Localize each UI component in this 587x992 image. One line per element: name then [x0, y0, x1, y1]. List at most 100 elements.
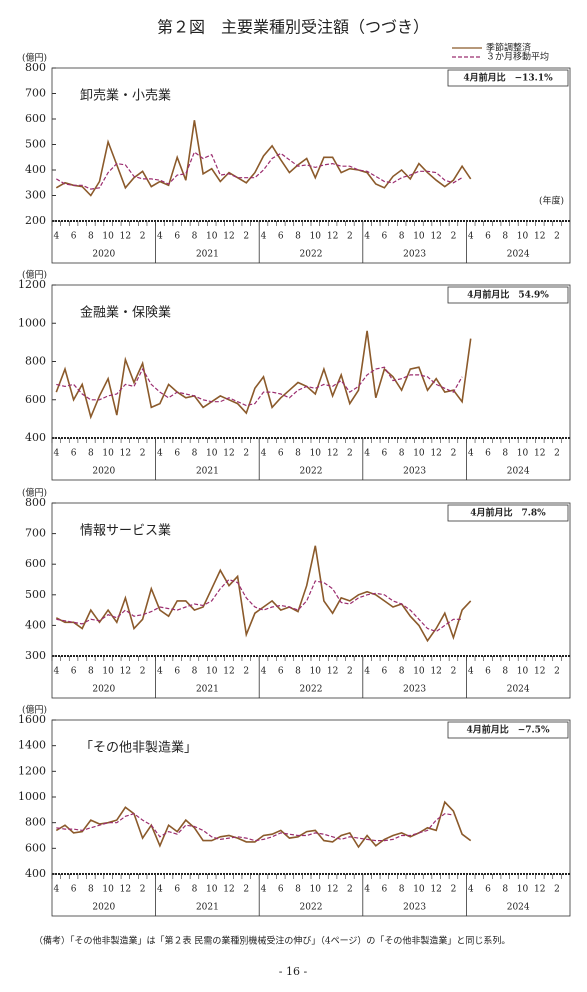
x-tick-label: 12	[223, 667, 234, 677]
x-tick-label: 8	[295, 449, 301, 459]
x-tick-label: 6	[382, 667, 388, 677]
x-tick-label: 2	[347, 885, 353, 895]
y-tick-label: 400	[25, 867, 46, 880]
series-line	[56, 366, 463, 407]
annotation: 4月前月比 −7.5%	[466, 724, 549, 736]
x-tick-label: 8	[295, 885, 301, 895]
x-tick-label: 10	[102, 667, 114, 677]
x-tick-label: 6	[71, 449, 77, 459]
y-tick-label: 400	[25, 163, 46, 176]
x-tick-label: 12	[430, 232, 441, 242]
x-tick-label: 4	[53, 449, 59, 459]
x-tick-label: 2	[347, 449, 353, 459]
x-tick-label: 6	[71, 885, 77, 895]
x-tick-label: 10	[206, 667, 218, 677]
x-tick-label: 4	[468, 232, 474, 242]
x-tick-label: 12	[120, 667, 131, 677]
x-tick-label: 6	[382, 232, 388, 242]
x-tick-label: 2	[347, 232, 353, 242]
x-tick-label: 4	[364, 449, 370, 459]
x-tick-label: 12	[223, 232, 234, 242]
x-tick-label: 8	[399, 449, 405, 459]
x-tick-label: 4	[157, 667, 163, 677]
series-line	[55, 545, 472, 643]
x-tick-label: 10	[517, 667, 529, 677]
annotation: 4月前月比 7.8%	[470, 507, 546, 519]
x-tick-label: 10	[413, 449, 425, 459]
y-tick-label: 800	[25, 355, 46, 368]
x-tick-label: 2	[554, 667, 560, 677]
x-tick-label: 8	[399, 667, 405, 677]
x-tick-label: 8	[502, 449, 508, 459]
x-tick-label: 12	[120, 232, 131, 242]
x-tick-label: 2	[451, 667, 457, 677]
y-tick-label: 1600	[18, 713, 46, 726]
x-tick-label: 12	[534, 667, 545, 677]
x-tick-label: 8	[502, 885, 508, 895]
x-tick-label: 4	[53, 232, 59, 242]
x-tick-label: 4	[468, 449, 474, 459]
year-label: 2024	[507, 685, 530, 695]
x-tick-label: 8	[399, 885, 405, 895]
x-tick-label: 12	[327, 667, 338, 677]
x-tick-label: 6	[278, 232, 284, 242]
x-tick-label: 10	[102, 449, 114, 459]
x-tick-label: 6	[71, 232, 77, 242]
legend-label: 季節調整済	[486, 42, 531, 54]
year-label: 2020	[92, 903, 115, 913]
y-tick-label: 400	[25, 431, 46, 444]
year-label: 2021	[196, 467, 219, 477]
y-tick-label: 500	[25, 588, 46, 601]
x-tick-label: 8	[295, 667, 301, 677]
x-tick-label: 4	[261, 449, 267, 459]
chart-title: 卸売業・小売業	[80, 88, 171, 104]
year-label: 2021	[196, 903, 219, 913]
series-line	[55, 800, 472, 849]
y-tick-label: 1400	[18, 739, 46, 752]
annotation-box	[447, 286, 569, 304]
x-tick-label: 8	[192, 449, 198, 459]
year-label: 2023	[403, 250, 426, 260]
year-label: 2021	[196, 250, 219, 260]
x-tick-label: 2	[554, 885, 560, 895]
x-tick-label: 2	[243, 449, 249, 459]
x-tick-label: 8	[399, 232, 405, 242]
y-tick-label: 800	[25, 816, 46, 829]
y-tick-label: 500	[25, 138, 46, 151]
x-tick-label: 4	[261, 667, 267, 677]
x-tick-label: 6	[278, 449, 284, 459]
chart-frame	[51, 719, 571, 917]
year-label: 2024	[507, 903, 530, 913]
x-tick-label: 2	[243, 232, 249, 242]
x-tick-label: 2	[347, 667, 353, 677]
x-tick-label: 6	[278, 885, 284, 895]
x-tick-label: 8	[88, 667, 94, 677]
x-tick-label: 2	[243, 667, 249, 677]
y-tick-label: 600	[25, 557, 46, 570]
x-tick-label: 6	[485, 667, 491, 677]
x-tick-label: 10	[413, 885, 425, 895]
year-label: 2022	[300, 685, 323, 695]
series-line	[55, 330, 472, 420]
x-tick-label: 10	[102, 885, 114, 895]
x-tick-label: 6	[174, 449, 180, 459]
x-tick-label: 4	[261, 232, 267, 242]
x-tick-label: 4	[157, 232, 163, 242]
x-tick-label: 12	[430, 885, 441, 895]
x-tick-label: 10	[206, 232, 218, 242]
x-tick-label: 4	[53, 667, 59, 677]
y-tick-label: 300	[25, 189, 46, 202]
chart-title: 「その他非製造業」	[80, 740, 197, 756]
annotation: 4月前月比 54.9%	[467, 289, 549, 301]
x-tick-label: 4	[364, 885, 370, 895]
y-tick-label: 300	[25, 649, 46, 662]
y-tick-label: 700	[25, 87, 46, 100]
x-tick-label: 4	[364, 667, 370, 677]
x-tick-label: 6	[174, 885, 180, 895]
x-tick-label: 8	[88, 232, 94, 242]
year-label: 2022	[300, 467, 323, 477]
x-tick-label: 10	[206, 449, 218, 459]
chart-title: 情報サービス業	[80, 523, 171, 539]
x-tick-label: 2	[140, 667, 146, 677]
x-tick-label: 2	[554, 449, 560, 459]
